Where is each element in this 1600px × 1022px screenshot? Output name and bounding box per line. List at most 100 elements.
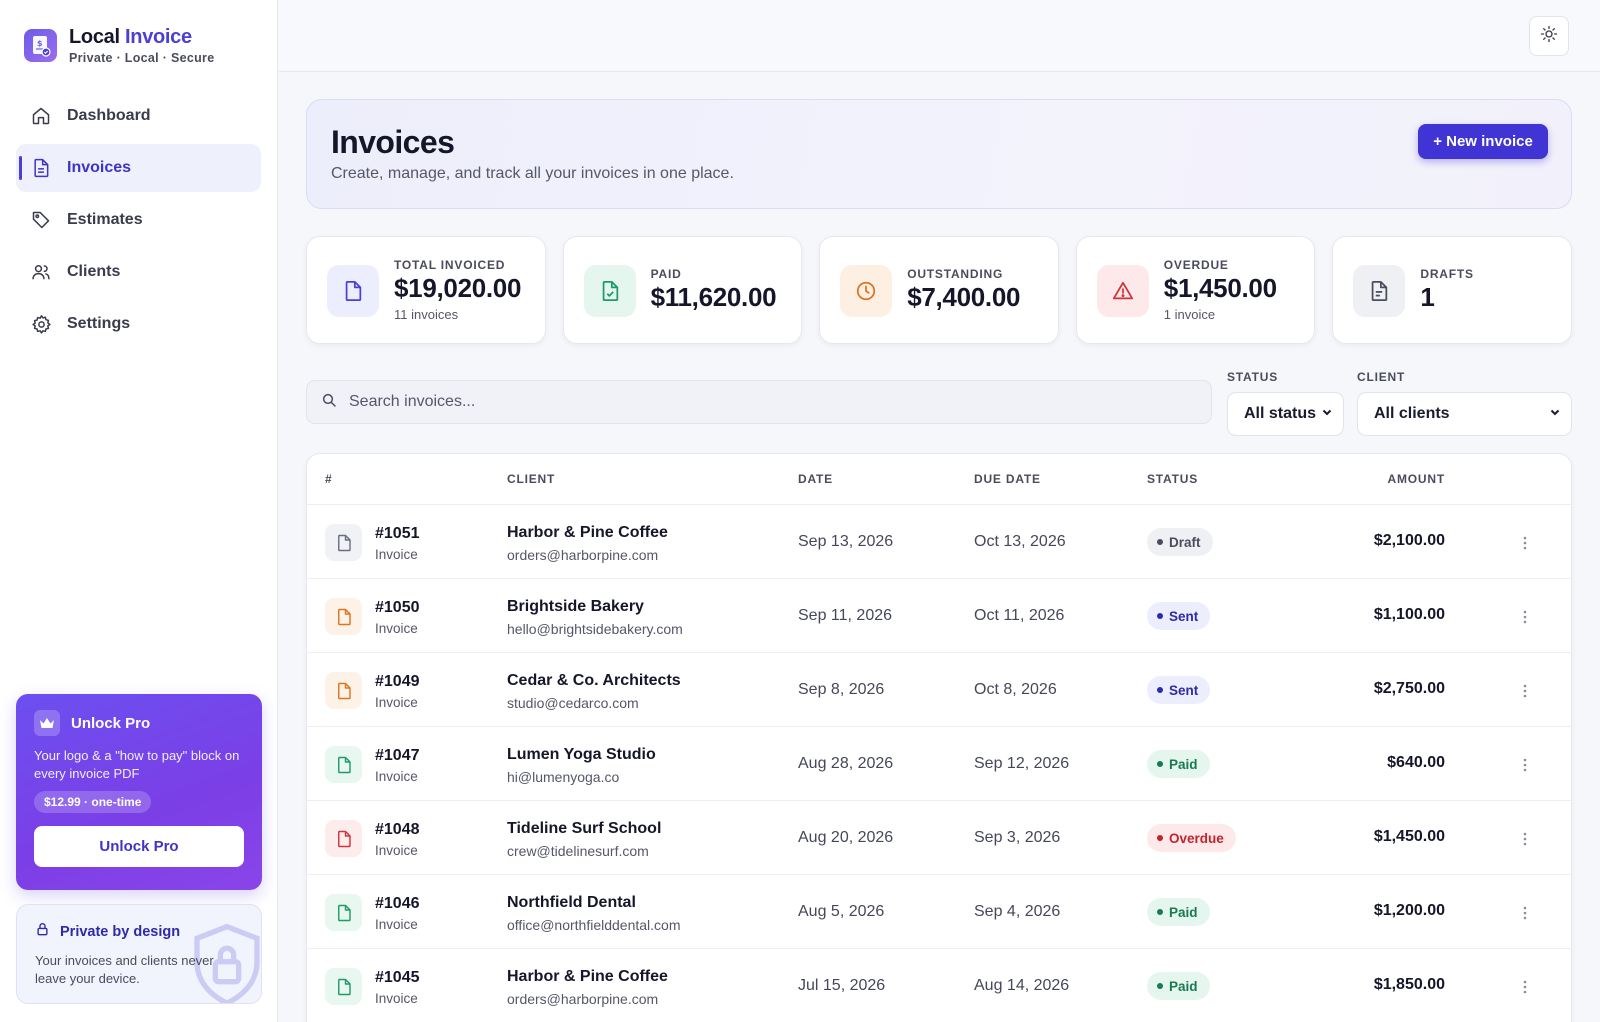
status-label: Sent <box>1169 608 1199 624</box>
invoice-number[interactable]: #1046 <box>375 895 420 912</box>
column-header-date[interactable]: DATE <box>798 472 833 486</box>
row-menu-button[interactable] <box>1515 902 1535 924</box>
privacy-description: Your invoices and clients never leave yo… <box>35 953 214 986</box>
brand-subtitle: Private · Local · Secure <box>69 51 215 65</box>
client-email: crew@tidelinesurf.com <box>507 843 649 859</box>
sidebar-nav: Dashboard Invoices Estimates Clients Set… <box>16 92 261 352</box>
table-row[interactable]: #1051 Invoice Harbor & Pine Coffee order… <box>307 505 1571 579</box>
status-dot <box>1157 539 1163 545</box>
brand[interactable]: $ Local Invoice Private · Local · Secure <box>24 26 214 65</box>
invoice-date: Aug 28, 2026 <box>798 755 894 772</box>
chevron-down-icon <box>1321 405 1333 423</box>
client-email: hi@lumenyoga.co <box>507 769 620 785</box>
stat-label: OUTSTANDING <box>907 267 1004 281</box>
client-email: office@northfielddental.com <box>507 917 681 933</box>
sun-icon <box>1540 25 1558 48</box>
stat-value: $11,620.00 <box>650 282 777 312</box>
invoice-number[interactable]: #1051 <box>375 525 420 542</box>
privacy-title: Private by design <box>60 923 181 940</box>
more-vertical-icon <box>1523 758 1527 772</box>
invoice-file-icon <box>325 598 362 635</box>
theme-toggle-button[interactable] <box>1529 16 1569 56</box>
invoice-amount: $1,100.00 <box>1373 606 1445 623</box>
status-label: Overdue <box>1169 830 1224 846</box>
row-menu-button[interactable] <box>1515 606 1535 628</box>
table-row[interactable]: #1050 Invoice Brightside Bakery hello@br… <box>307 579 1571 653</box>
row-menu-button[interactable] <box>1515 976 1535 998</box>
more-vertical-icon <box>1523 906 1527 920</box>
row-menu-button[interactable] <box>1515 828 1535 850</box>
column-header-number[interactable]: # <box>325 472 333 486</box>
status-select-value: All status <box>1244 405 1317 422</box>
sidebar-item-invoices[interactable]: Invoices <box>16 144 261 192</box>
row-menu-button[interactable] <box>1515 754 1535 776</box>
invoice-number[interactable]: #1048 <box>375 821 420 838</box>
status-select[interactable]: All status <box>1227 392 1344 436</box>
status-dot <box>1157 613 1163 619</box>
unlock-pro-button[interactable]: Unlock Pro <box>34 826 244 867</box>
client-email: orders@harborpine.com <box>507 991 659 1007</box>
client-name: Lumen Yoga Studio <box>507 746 656 763</box>
table-row[interactable]: #1049 Invoice Cedar & Co. Architects stu… <box>307 653 1571 727</box>
invoice-type: Invoice <box>375 917 418 932</box>
column-header-client[interactable]: CLIENT <box>507 472 556 486</box>
sidebar-item-dashboard[interactable]: Dashboard <box>16 92 261 140</box>
invoice-due-date: Aug 14, 2026 <box>974 977 1070 994</box>
client-name: Brightside Bakery <box>507 598 644 615</box>
invoice-number[interactable]: #1045 <box>375 969 420 986</box>
status-dot <box>1157 687 1163 693</box>
invoice-number[interactable]: #1050 <box>375 599 420 616</box>
unlock-pro-card: Unlock Pro Your logo & a "how to pay" bl… <box>16 694 262 890</box>
status-badge: Sent <box>1147 602 1211 630</box>
invoice-amount: $2,100.00 <box>1373 532 1445 549</box>
chevron-down-icon <box>1549 405 1561 423</box>
status-badge: Paid <box>1147 750 1210 778</box>
search-input[interactable] <box>349 393 1169 411</box>
clock-icon <box>840 265 893 317</box>
client-filter-label: CLIENT <box>1357 370 1406 384</box>
invoice-date: Aug 5, 2026 <box>798 903 885 920</box>
row-menu-button[interactable] <box>1515 680 1535 702</box>
stat-value: 1 <box>1420 282 1435 312</box>
client-select[interactable]: All clients <box>1357 392 1572 436</box>
table-row[interactable]: #1045 Invoice Harbor & Pine Coffee order… <box>307 949 1571 1022</box>
status-badge: Paid <box>1147 972 1210 1000</box>
column-header-status[interactable]: STATUS <box>1147 472 1199 486</box>
sidebar-item-estimates[interactable]: Estimates <box>16 196 261 244</box>
invoice-amount: $1,850.00 <box>1373 976 1445 993</box>
file-check-icon <box>583 265 636 317</box>
row-menu-button[interactable] <box>1515 532 1535 554</box>
stats-row: TOTAL INVOICED $19,020.00 11 invoices PA… <box>306 236 1572 344</box>
file-lines-icon <box>1353 265 1406 317</box>
invoice-number[interactable]: #1047 <box>375 747 420 764</box>
column-header-due-date[interactable]: DUE DATE <box>974 472 1041 486</box>
client-name: Harbor & Pine Coffee <box>507 524 668 541</box>
table-row[interactable]: #1048 Invoice Tideline Surf School crew@… <box>307 801 1571 875</box>
invoice-file-icon <box>325 894 362 931</box>
invoice-type: Invoice <box>375 769 418 784</box>
home-icon <box>30 105 52 127</box>
more-vertical-icon <box>1523 684 1527 698</box>
invoice-date: Sep 11, 2026 <box>798 607 893 624</box>
invoice-type: Invoice <box>375 695 418 710</box>
table-body: #1051 Invoice Harbor & Pine Coffee order… <box>307 505 1571 1022</box>
table-row[interactable]: #1047 Invoice Lumen Yoga Studio hi@lumen… <box>307 727 1571 801</box>
column-header-amount[interactable]: AMOUNT <box>1387 472 1445 486</box>
invoice-number[interactable]: #1049 <box>375 673 420 690</box>
page-subtitle: Create, manage, and track all your invoi… <box>331 165 734 182</box>
crown-icon <box>34 710 60 736</box>
status-label: Paid <box>1169 978 1198 994</box>
invoice-type: Invoice <box>375 621 418 636</box>
invoice-file-icon <box>325 746 362 783</box>
invoice-type: Invoice <box>375 991 418 1006</box>
status-dot <box>1157 761 1163 767</box>
sidebar-item-settings[interactable]: Settings <box>16 300 261 348</box>
table-row[interactable]: #1046 Invoice Northfield Dental office@n… <box>307 875 1571 949</box>
stat-paid: PAID $11,620.00 <box>562 236 803 344</box>
invoices-table: # CLIENT DATE DUE DATE STATUS AMOUNT #10… <box>306 453 1572 1022</box>
stat-label: OVERDUE <box>1163 258 1229 272</box>
new-invoice-button[interactable]: + New invoice <box>1418 124 1548 159</box>
sidebar-item-clients[interactable]: Clients <box>16 248 261 296</box>
invoice-file-icon <box>325 672 362 709</box>
invoice-date: Jul 15, 2026 <box>798 977 886 994</box>
